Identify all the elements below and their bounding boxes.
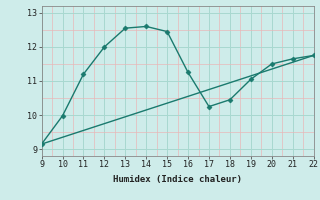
X-axis label: Humidex (Indice chaleur): Humidex (Indice chaleur) (113, 175, 242, 184)
